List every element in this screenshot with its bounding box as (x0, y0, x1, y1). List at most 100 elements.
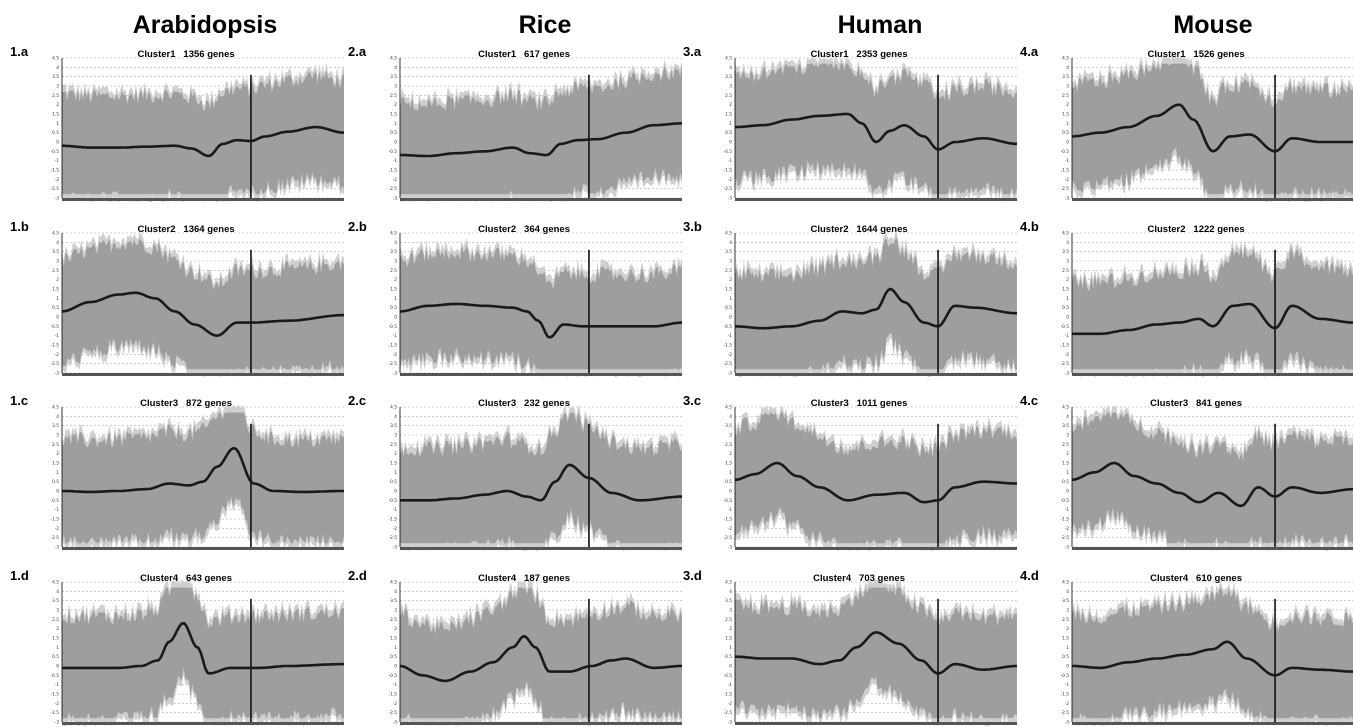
cluster-panel: 1.b 4.5 4 3.5 3 2.5 2 1.5 1 0.5 0 -0.5 -1 -1.5 -2 -2.5 -… (10, 219, 345, 378)
y-tick-label: -2 (728, 177, 733, 183)
y-tick-label: 4 (394, 414, 397, 420)
cluster-panel: 1.c 4.5 4 3.5 3 2.5 2 1.5 1 0.5 0 -0.5 -1 -1.5 -2 -2.5 -… (10, 393, 344, 551)
y-tick-label: -2 (393, 526, 398, 532)
y-tick-label: 0.5 (52, 479, 59, 485)
cluster-panels: 1.a 4.5 4 3.5 3 2.5 2 1.5 1 0.5 0 -0.5 -1 -1.5 -2 -2.5 -… (10, 44, 1353, 727)
y-tick-label: -1.5 (1061, 692, 1070, 698)
y-tick-label: 4.5 (390, 231, 397, 237)
y-tick-label: -1 (728, 158, 733, 164)
cluster-title: Cluster2 1644 genes (810, 224, 907, 235)
y-tick-label: 4 (1066, 240, 1069, 246)
y-tick-label: -1.5 (389, 692, 398, 698)
y-tick-label: 2.5 (390, 268, 397, 274)
cluster-panel: 3.d 4.5 4 3.5 3 2.5 2 1.5 1 0.5 0 -0.5 -1 -1.5 -2 -2.5 -… (683, 568, 1017, 727)
y-tick-label: 3.5 (1062, 74, 1069, 80)
y-tick-label: 3 (394, 433, 397, 439)
y-tick-label: 3.5 (390, 74, 397, 80)
y-tick-label: 1 (56, 645, 59, 651)
panel-label: 3.d (683, 568, 702, 583)
y-tick-label: 2.5 (52, 442, 59, 448)
y-tick-label: 1.5 (725, 287, 732, 293)
y-tick-label: 2.5 (725, 442, 732, 448)
y-tick-label: 0.5 (725, 305, 732, 311)
y-tick-label: 2.5 (52, 617, 59, 623)
y-tick-label: -2.5 (724, 186, 733, 192)
y-tick-label: 2.5 (1062, 617, 1069, 623)
y-tick-label: -0.5 (1061, 324, 1070, 330)
y-tick-label: 4 (729, 240, 732, 246)
mean-profile-line (734, 461, 1017, 504)
y-tick-label: 3.5 (1062, 249, 1069, 255)
y-tick-label: 1 (1066, 121, 1069, 127)
cluster-panel: 1.d 4.5 4 3.5 3 2.5 2 1.5 1 0.5 0 -0.5 -1 -1.5 -2 -2.5 -… (10, 568, 344, 727)
y-tick-label: 4 (56, 414, 59, 420)
y-tick-label: 3 (56, 433, 59, 439)
panel-label: 1.a (10, 44, 29, 59)
y-tick-label: 4.5 (52, 56, 59, 62)
panel-label: 1.b (10, 219, 29, 234)
cluster-panel: 4.b 4.5 4 3.5 3 2.5 2 1.5 1 0.5 0 -0.5 -1 -1.5 -2 -2.5 -… (1020, 219, 1353, 378)
y-tick-label: -1.5 (1061, 168, 1070, 174)
cluster-title: Cluster1 2353 genes (810, 49, 907, 60)
y-tick-label: 1 (394, 121, 397, 127)
profile-band (1072, 244, 1353, 370)
y-tick-label: -1.5 (724, 168, 733, 174)
y-tick-label: 4.5 (725, 405, 732, 411)
y-tick-label: -1 (1065, 682, 1070, 688)
y-tick-label: 3.5 (1062, 423, 1069, 429)
y-tick-label: -1.5 (389, 343, 398, 349)
y-tick-label: -2 (1065, 701, 1070, 707)
x-axis (735, 198, 1017, 201)
y-tick-label: 1.5 (725, 636, 732, 642)
cluster-title: Cluster3 872 genes (140, 398, 232, 409)
panel-label: 2.d (348, 568, 367, 583)
cluster-panel: 3.b 4.5 4 3.5 3 2.5 2 1.5 1 0.5 0 -0.5 -1 -1.5 -2 -2.5 -… (683, 219, 1018, 378)
x-axis (400, 373, 682, 376)
y-tick-label: 3.5 (52, 249, 59, 255)
y-tick-label: -0.5 (51, 498, 60, 504)
mean-profile-line (734, 287, 1018, 330)
y-tick-label: 2.5 (390, 93, 397, 99)
y-tick-label: 4 (1066, 65, 1069, 71)
y-tick-label: -0.5 (724, 673, 733, 679)
y-tick-label: 3 (1066, 259, 1069, 265)
y-tick-label: -1.5 (724, 517, 733, 523)
x-axis (1072, 722, 1353, 725)
y-tick-label: 4.5 (1062, 56, 1069, 62)
y-tick-label: -3 (393, 196, 398, 202)
cluster-panel: 4.a 4.5 4 3.5 3 2.5 2 1.5 1 0.5 0 -0.5 -1 -1.5 -2 -2.5 -… (1020, 44, 1353, 203)
profile-band (1072, 412, 1353, 544)
y-tick-label: 0 (56, 140, 59, 146)
y-tick-label: 4.5 (725, 56, 732, 62)
y-tick-label: 1.5 (52, 636, 59, 642)
y-tick-label: -2.5 (724, 361, 733, 367)
x-axis (400, 722, 682, 725)
y-tick-label: -0.5 (51, 324, 60, 330)
profile-band (400, 412, 682, 544)
y-tick-label: 2.5 (1062, 442, 1069, 448)
y-tick-label: 3.5 (52, 423, 59, 429)
y-tick-label: 1 (394, 296, 397, 302)
panel-label: 2.c (348, 393, 366, 408)
y-tick-label: 4.5 (725, 580, 732, 586)
y-tick-label: 2 (56, 277, 59, 283)
y-tick-label: 4.5 (52, 405, 59, 411)
y-tick-label: 1.5 (390, 287, 397, 293)
y-tick-label: 2 (1066, 626, 1069, 632)
y-tick-label: 1.5 (390, 461, 397, 467)
cluster-panel: 1.a 4.5 4 3.5 3 2.5 2 1.5 1 0.5 0 -0.5 -1 -1.5 -2 -2.5 -… (10, 44, 345, 203)
profile-band (62, 69, 344, 195)
y-tick-label: 0.5 (725, 130, 732, 136)
y-tick-label: 1 (729, 645, 732, 651)
cluster-panel: 2.d 4.5 4 3.5 3 2.5 2 1.5 1 0.5 0 -0.5 -1 -1.5 -2 -2.5 -… (348, 568, 682, 727)
y-tick-label: -0.5 (724, 324, 733, 330)
y-tick-label: 4 (1066, 589, 1069, 595)
y-tick-label: -2.5 (51, 535, 60, 541)
y-tick-label: -1 (728, 333, 733, 339)
y-tick-label: -2.5 (51, 710, 60, 716)
y-tick-label: 1.5 (1062, 287, 1069, 293)
y-tick-label: -3 (55, 545, 60, 551)
y-tick-label: 4.5 (1062, 580, 1069, 586)
y-tick-label: 0.5 (390, 305, 397, 311)
y-tick-label: -3 (728, 720, 733, 726)
